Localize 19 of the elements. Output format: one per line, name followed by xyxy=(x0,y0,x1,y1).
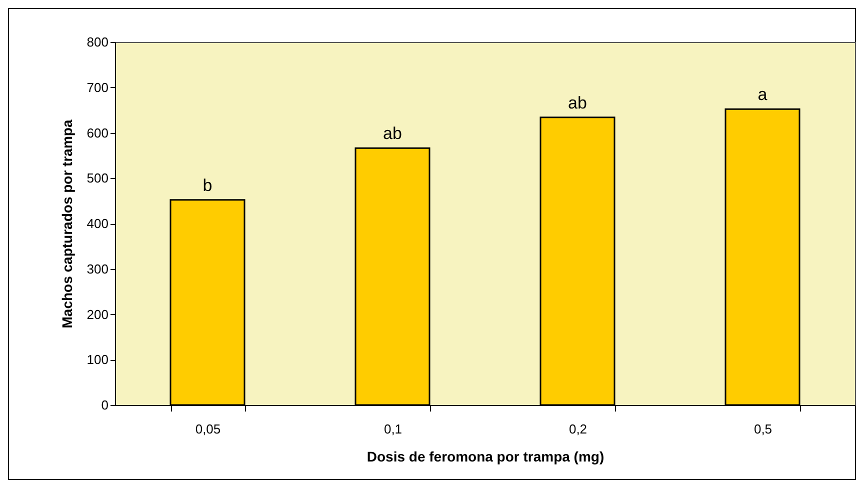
y-tick-label: 400 xyxy=(86,216,108,231)
y-tick-label: 500 xyxy=(86,170,108,186)
y-tick-label: 300 xyxy=(86,261,108,276)
x-tick-label: 0,05 xyxy=(195,422,221,436)
y-tick-label: 200 xyxy=(86,306,108,322)
y-tick-label: 100 xyxy=(86,352,108,368)
y-tick-label: 600 xyxy=(86,125,108,140)
x-tick-label: 0,5 xyxy=(754,422,772,436)
data-label: b xyxy=(202,176,212,195)
x-tick-label: 0,1 xyxy=(384,422,402,436)
y-tick-label: 0 xyxy=(101,398,108,412)
data-label: ab xyxy=(568,93,587,112)
x-tick-label: 0,2 xyxy=(568,422,588,436)
x-axis-title: Dosis de feromona por trampa (mg) xyxy=(366,448,604,464)
y-tick-label: 700 xyxy=(86,80,108,95)
y-axis-title: Machos capturados por trampa xyxy=(58,120,75,328)
y-tick-label: 800 xyxy=(86,34,108,50)
data-label: ab xyxy=(383,124,402,144)
data-label: a xyxy=(758,85,768,104)
